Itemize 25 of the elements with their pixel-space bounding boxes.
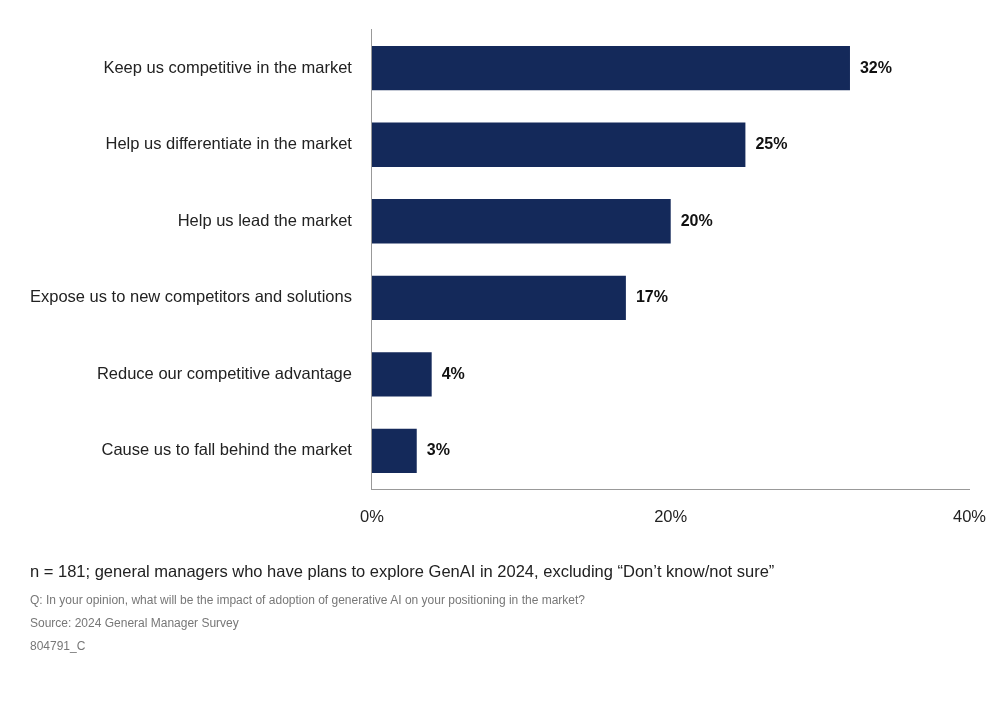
data-label: 25% <box>755 135 788 153</box>
data-label: 20% <box>680 211 713 229</box>
y-tick-label: Expose us to new competitors and solutions <box>29 287 352 306</box>
bar <box>371 122 746 167</box>
data-label: 4% <box>441 364 465 382</box>
y-tick-label: Help us lead the market <box>177 210 353 229</box>
bar <box>371 45 850 91</box>
data-label: 32% <box>859 58 893 76</box>
bar <box>371 428 417 474</box>
x-tick-label: 40% <box>952 506 987 525</box>
text: n = 181; general managers who have plans to explore GenAI in 2024, excluding “Don’t know/not sure” <box>30 562 776 581</box>
y-tick-label: Help us differentiate in the market <box>105 134 353 153</box>
text: Q: In your opinion, what will be the impact of adoption of generative AI on your positioning in the market? <box>30 593 586 607</box>
x-tick-label: 20% <box>654 506 688 525</box>
bar <box>371 275 626 321</box>
data-label: 17% <box>635 288 668 306</box>
data-label: 3% <box>426 441 450 459</box>
text: 804791_C <box>30 639 87 653</box>
y-tick-label: Reduce our competitive advantage <box>96 363 352 382</box>
bar <box>371 352 432 397</box>
y-tick-label: Keep us competitive in the market <box>103 57 353 76</box>
source-note: Source: 2024 General Manager Survey <box>30 616 240 630</box>
bar <box>371 199 671 244</box>
x-tick-label: 0% <box>360 506 385 525</box>
y-tick-label: Cause us to fall behind the market <box>101 440 353 459</box>
